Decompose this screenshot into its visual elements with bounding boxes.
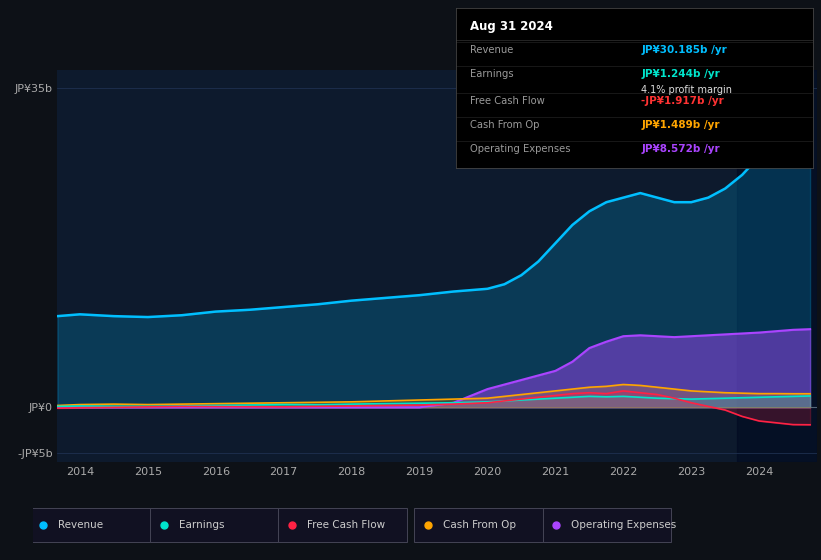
FancyBboxPatch shape <box>150 508 278 542</box>
Text: Free Cash Flow: Free Cash Flow <box>470 96 544 106</box>
Text: Revenue: Revenue <box>470 45 513 55</box>
Text: Earnings: Earnings <box>470 69 514 79</box>
Text: Cash From Op: Cash From Op <box>443 520 516 530</box>
Text: JP¥1.489b /yr: JP¥1.489b /yr <box>641 120 720 130</box>
Text: Free Cash Flow: Free Cash Flow <box>307 520 385 530</box>
Text: Cash From Op: Cash From Op <box>470 120 539 130</box>
Text: JP¥30.185b /yr: JP¥30.185b /yr <box>641 45 727 55</box>
Text: Operating Expenses: Operating Expenses <box>470 144 571 154</box>
FancyBboxPatch shape <box>415 508 543 542</box>
Bar <box>736 70 817 462</box>
Text: Operating Expenses: Operating Expenses <box>571 520 677 530</box>
Text: -JP¥1.917b /yr: -JP¥1.917b /yr <box>641 96 724 106</box>
Text: Revenue: Revenue <box>57 520 103 530</box>
Text: 4.1% profit margin: 4.1% profit margin <box>641 85 732 95</box>
FancyBboxPatch shape <box>29 508 158 542</box>
Text: JP¥8.572b /yr: JP¥8.572b /yr <box>641 144 720 154</box>
FancyBboxPatch shape <box>543 508 671 542</box>
Text: Earnings: Earnings <box>179 520 224 530</box>
Text: JP¥1.244b /yr: JP¥1.244b /yr <box>641 69 720 79</box>
Text: Aug 31 2024: Aug 31 2024 <box>470 20 553 32</box>
FancyBboxPatch shape <box>278 508 406 542</box>
